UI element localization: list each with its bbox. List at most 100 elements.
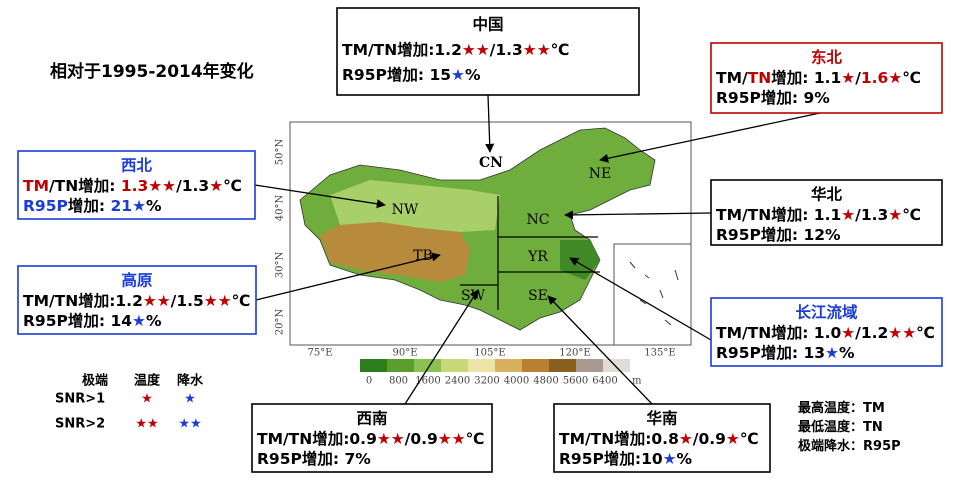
text-segment: 21	[110, 197, 132, 215]
text-segment: R95P增加: 7%	[257, 449, 371, 468]
text-segment: R95P增加: 13	[716, 343, 825, 362]
abbreviation: 最高温度：TM	[798, 400, 885, 416]
box-line: TM/TN增加:0.8★/0.9★℃	[559, 429, 759, 448]
box-line: R95P增加:10★%	[559, 449, 693, 468]
colorbar-label: 4800	[533, 376, 558, 387]
abbr-code: TN	[863, 420, 883, 435]
pointer-arrow	[404, 289, 479, 405]
legend-header: 极端	[82, 373, 108, 389]
text-segment: ★	[888, 206, 902, 224]
box-name: 西北	[121, 157, 153, 175]
plateau-north	[330, 180, 500, 232]
legend-row-label: SNR>2	[55, 417, 105, 432]
region-box	[17, 265, 257, 335]
title: 相对于1995-2014年变化	[50, 61, 254, 82]
region-label: CN	[479, 155, 503, 171]
colorbar-label: 5600	[563, 376, 588, 387]
lat-label: 50°N	[275, 139, 286, 166]
box-line: TM/TN增加: 1.1★/1.3★℃	[716, 205, 921, 224]
text-segment: ★	[888, 69, 902, 87]
text-segment: ★	[451, 66, 465, 84]
text-segment: ℃	[466, 430, 485, 448]
text-segment: R95P增加: 12%	[716, 225, 841, 244]
dynamic: CN NE NW NC TB YR SW SE 50°N 40°N 30°N 20°N 75°E 90°E…	[17, 7, 943, 473]
text-segment: R95P增加: 15	[342, 65, 451, 84]
text-segment: /1.2	[855, 324, 888, 342]
region-box	[710, 297, 943, 367]
text-segment: ★★	[143, 292, 171, 310]
colorbar-swatch	[360, 359, 387, 372]
region-box	[710, 179, 943, 246]
text-segment: ★★	[438, 430, 466, 448]
text-segment: ℃	[916, 324, 935, 342]
text-segment: ★	[841, 69, 855, 87]
text-segment: TM/TN增加:1.2	[342, 40, 462, 59]
text-segment: /	[855, 69, 861, 87]
lat-label: 30°N	[275, 252, 286, 279]
text-segment: ★	[663, 450, 677, 468]
pointer-arrow	[599, 112, 821, 163]
region-label: YR	[527, 249, 548, 265]
colorbar-swatch	[603, 359, 630, 372]
text-segment: /0.9	[693, 430, 726, 448]
box-line: R95P增加: 15★%	[342, 65, 481, 84]
text-segment: R95P增加: 9%	[716, 88, 830, 107]
box-name: 华南	[646, 409, 677, 428]
box-name: 华北	[811, 185, 843, 204]
legend-precip-star: ★	[184, 392, 196, 407]
text-segment: %	[465, 66, 481, 84]
lon-label: 75°E	[307, 348, 332, 359]
legend-precip-star: ★★	[178, 417, 201, 432]
text-segment: ℃	[551, 41, 570, 59]
lon-label: 135°E	[644, 348, 675, 359]
box-line: TM/TN增加: 1.0★/1.2★★℃	[716, 323, 935, 342]
colorbar-label: 800	[389, 376, 408, 387]
pointer-arrow	[255, 252, 441, 301]
inset-frame	[613, 243, 692, 346]
text-segment: R95P增加: 14	[23, 311, 132, 330]
text-segment: /1.5	[171, 292, 204, 310]
map	[289, 121, 692, 346]
abbreviation: 极端降水：R95P	[798, 438, 901, 454]
lon-label: 90°E	[392, 348, 417, 359]
text-segment: ★★	[523, 41, 551, 59]
colorbar-swatch	[522, 359, 549, 372]
colorbar-swatch	[549, 359, 576, 372]
region-box	[336, 7, 640, 96]
box-line: TM/TN增加:1.2★★/1.5★★℃	[23, 291, 250, 310]
text-segment: ★★	[888, 324, 916, 342]
colorbar-swatch	[414, 359, 441, 372]
region-label: SW	[461, 288, 486, 304]
text-segment: %	[677, 450, 693, 468]
text-segment: TM/TN增加: 1.1	[716, 205, 841, 224]
colorbar-swatch	[468, 359, 495, 372]
text-segment: TM/TN增加: 1.0	[716, 323, 841, 342]
text-segment: TN	[748, 69, 772, 87]
pointer-arrow	[569, 257, 712, 341]
box-name: 长江流域	[795, 303, 858, 322]
region-box	[251, 403, 493, 473]
abbreviation: 最低温度：TN	[798, 419, 883, 435]
text-segment: /1.3	[176, 177, 209, 195]
colorbar-swatch	[441, 359, 468, 372]
region-label: NE	[589, 166, 611, 182]
legend-row-label: SNR>1	[55, 392, 105, 407]
text-segment: TM/TN增加:0.8	[559, 429, 679, 448]
legend-header: 降水	[177, 373, 204, 389]
text-segment: /1.3	[855, 206, 888, 224]
text-segment: ★★	[204, 292, 232, 310]
text-segment: R95P增加:10	[559, 449, 663, 468]
text-segment: %	[839, 344, 855, 362]
text-segment: ℃	[902, 69, 921, 87]
text-segment: ★★	[462, 41, 490, 59]
region-label: SE	[528, 288, 548, 304]
legend-temp-star: ★	[141, 392, 153, 407]
text-segment: 1.6	[861, 69, 888, 87]
colorbar-unit: m	[632, 376, 642, 387]
abbr-term: 极端降水：	[798, 438, 863, 454]
lon-label: 120°E	[559, 348, 590, 359]
abbr-code: R95P	[863, 439, 901, 454]
text-segment: 增加: 1.1	[771, 68, 841, 87]
colorbar-swatch	[495, 359, 522, 372]
abbr-term: 最高温度：	[798, 400, 863, 416]
